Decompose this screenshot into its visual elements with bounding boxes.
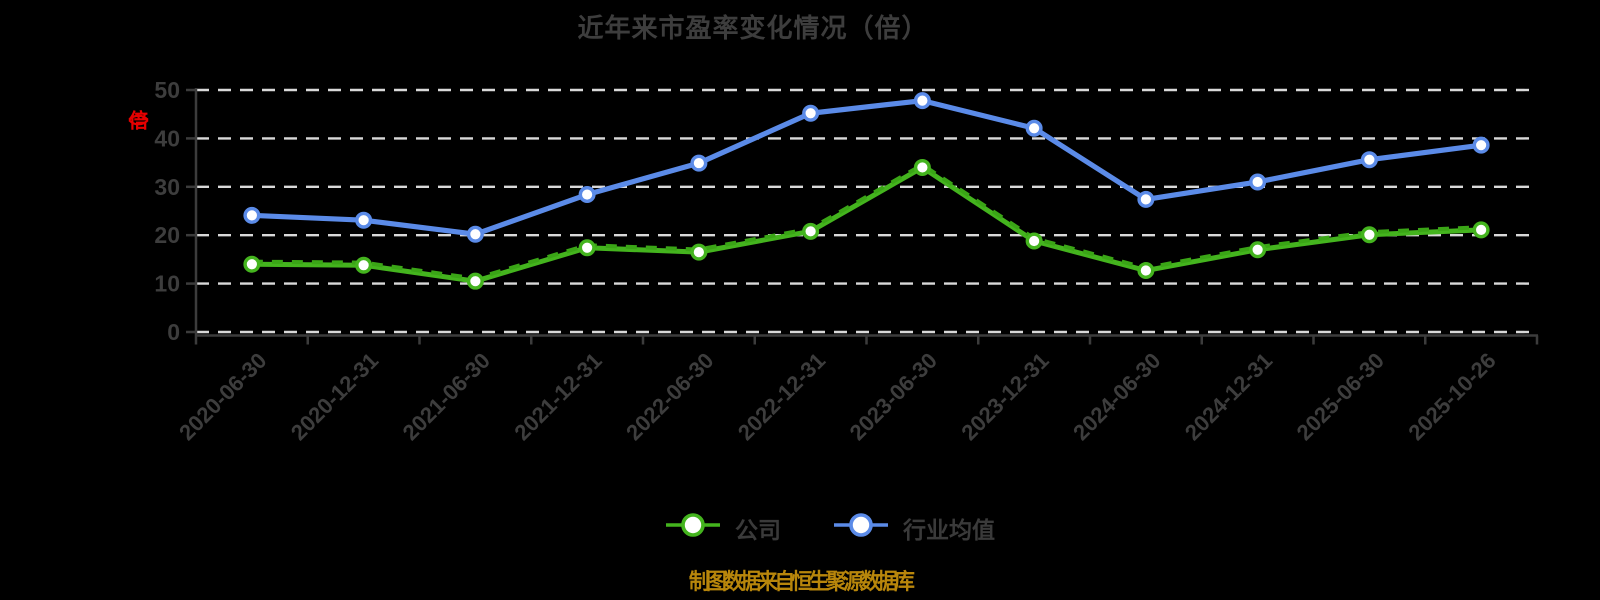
- svg-text:2025-10-26: 2025-10-26: [1403, 348, 1500, 445]
- legend: 公司 行业均值: [60, 510, 1600, 545]
- chart-title: 近年来市盈率变化情况（倍）: [577, 13, 929, 43]
- industry-average-line-marker-icon: [833, 510, 889, 545]
- svg-text:2024-06-30: 2024-06-30: [1068, 348, 1165, 445]
- legend-item-company[interactable]: 公司: [665, 510, 781, 545]
- svg-text:2025-06-30: 2025-06-30: [1292, 348, 1389, 445]
- svg-text:40: 40: [154, 125, 180, 151]
- legend-label-industry-average: 行业均值: [903, 516, 995, 543]
- legend-item-industry-average[interactable]: 行业均值: [833, 510, 995, 545]
- data-source-caption-text: 制图数据来自恒生聚源数据库: [688, 569, 915, 594]
- svg-text:10: 10: [154, 271, 180, 297]
- svg-text:2021-06-30: 2021-06-30: [398, 348, 495, 445]
- company-line-marker-icon: [665, 510, 721, 545]
- svg-text:2020-06-30: 2020-06-30: [174, 348, 271, 445]
- y-axis-unit-label: （倍）: [125, 101, 147, 128]
- svg-text:30: 30: [154, 174, 180, 200]
- svg-text:50: 50: [154, 77, 180, 103]
- data-source-caption: 制图数据来自恒生聚源数据库: [0, 564, 1600, 596]
- svg-text:2022-12-31: 2022-12-31: [733, 348, 830, 445]
- svg-text:2024-12-31: 2024-12-31: [1180, 348, 1277, 445]
- svg-text:2023-12-31: 2023-12-31: [956, 348, 1053, 445]
- legend-label-company: 公司: [735, 516, 781, 543]
- svg-text:2020-12-31: 2020-12-31: [286, 348, 383, 445]
- svg-text:0: 0: [167, 319, 180, 345]
- svg-text:2021-12-31: 2021-12-31: [509, 348, 606, 445]
- svg-text:2023-06-30: 2023-06-30: [845, 348, 942, 445]
- svg-text:20: 20: [154, 222, 180, 248]
- svg-text:2022-06-30: 2022-06-30: [621, 348, 718, 445]
